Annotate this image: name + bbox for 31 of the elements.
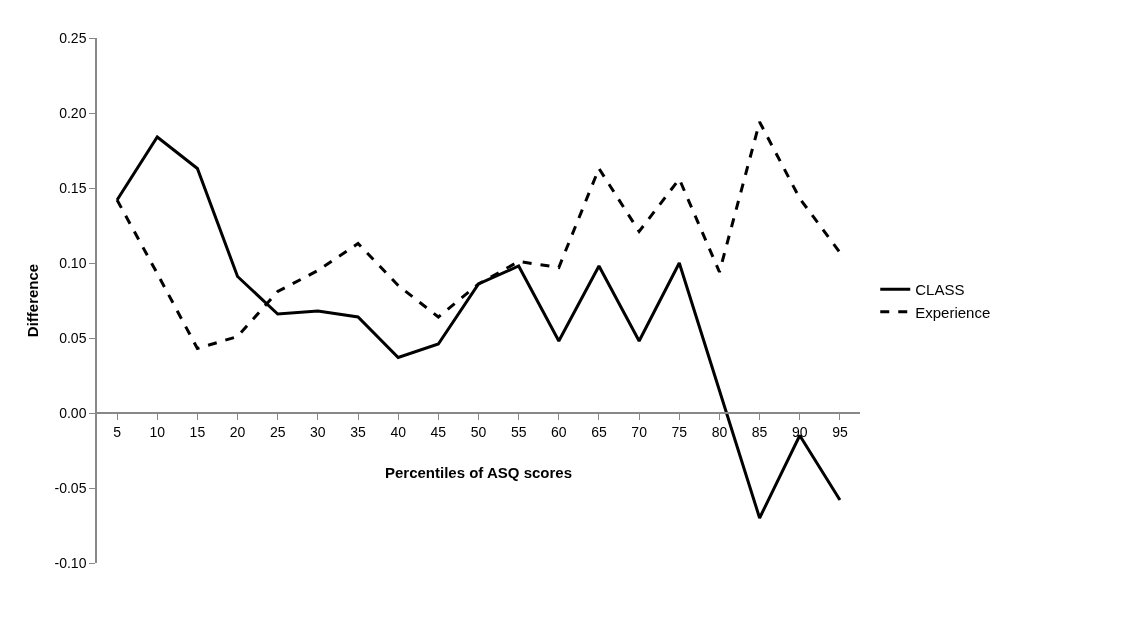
- x-tick-label: 25: [269, 423, 286, 440]
- legend-label: Experience: [915, 303, 991, 321]
- x-tick-label: 10: [149, 423, 166, 440]
- x-tick-label: 40: [390, 423, 407, 440]
- x-tick-label: 75: [671, 423, 688, 440]
- y-tick-label: 0.20: [59, 104, 87, 121]
- y-tick-label: 0.00: [59, 404, 87, 421]
- y-tick-label: 0.10: [59, 254, 87, 271]
- x-tick-label: 35: [350, 423, 367, 440]
- x-tick-label: 90: [791, 423, 808, 440]
- x-tick-label: 45: [430, 423, 447, 440]
- x-tick-label: 70: [631, 423, 648, 440]
- y-tick-label: 0.15: [59, 179, 87, 196]
- x-tick-label: 65: [591, 423, 607, 440]
- y-tick-label: 0.25: [59, 29, 87, 46]
- x-tick-label: 50: [470, 423, 487, 440]
- x-tick-label: 20: [229, 423, 246, 440]
- x-tick-label: 60: [551, 423, 567, 440]
- y-tick-label: -0.10: [54, 554, 87, 571]
- x-tick-label: 5: [113, 423, 122, 440]
- x-axis-title: Percentiles of ASQ scores: [384, 464, 573, 482]
- y-tick-label: 0.05: [59, 329, 87, 346]
- x-tick-label: 30: [310, 423, 326, 440]
- x-tick-label: 15: [189, 423, 206, 440]
- x-tick-label: 80: [711, 423, 728, 440]
- y-axis-title: Difference: [24, 263, 42, 338]
- x-tick-label: 55: [510, 423, 527, 440]
- y-tick-label: -0.05: [54, 479, 87, 496]
- x-tick-label: 95: [832, 423, 848, 440]
- legend-label: CLASS: [915, 281, 965, 299]
- x-tick-label: 85: [751, 423, 768, 440]
